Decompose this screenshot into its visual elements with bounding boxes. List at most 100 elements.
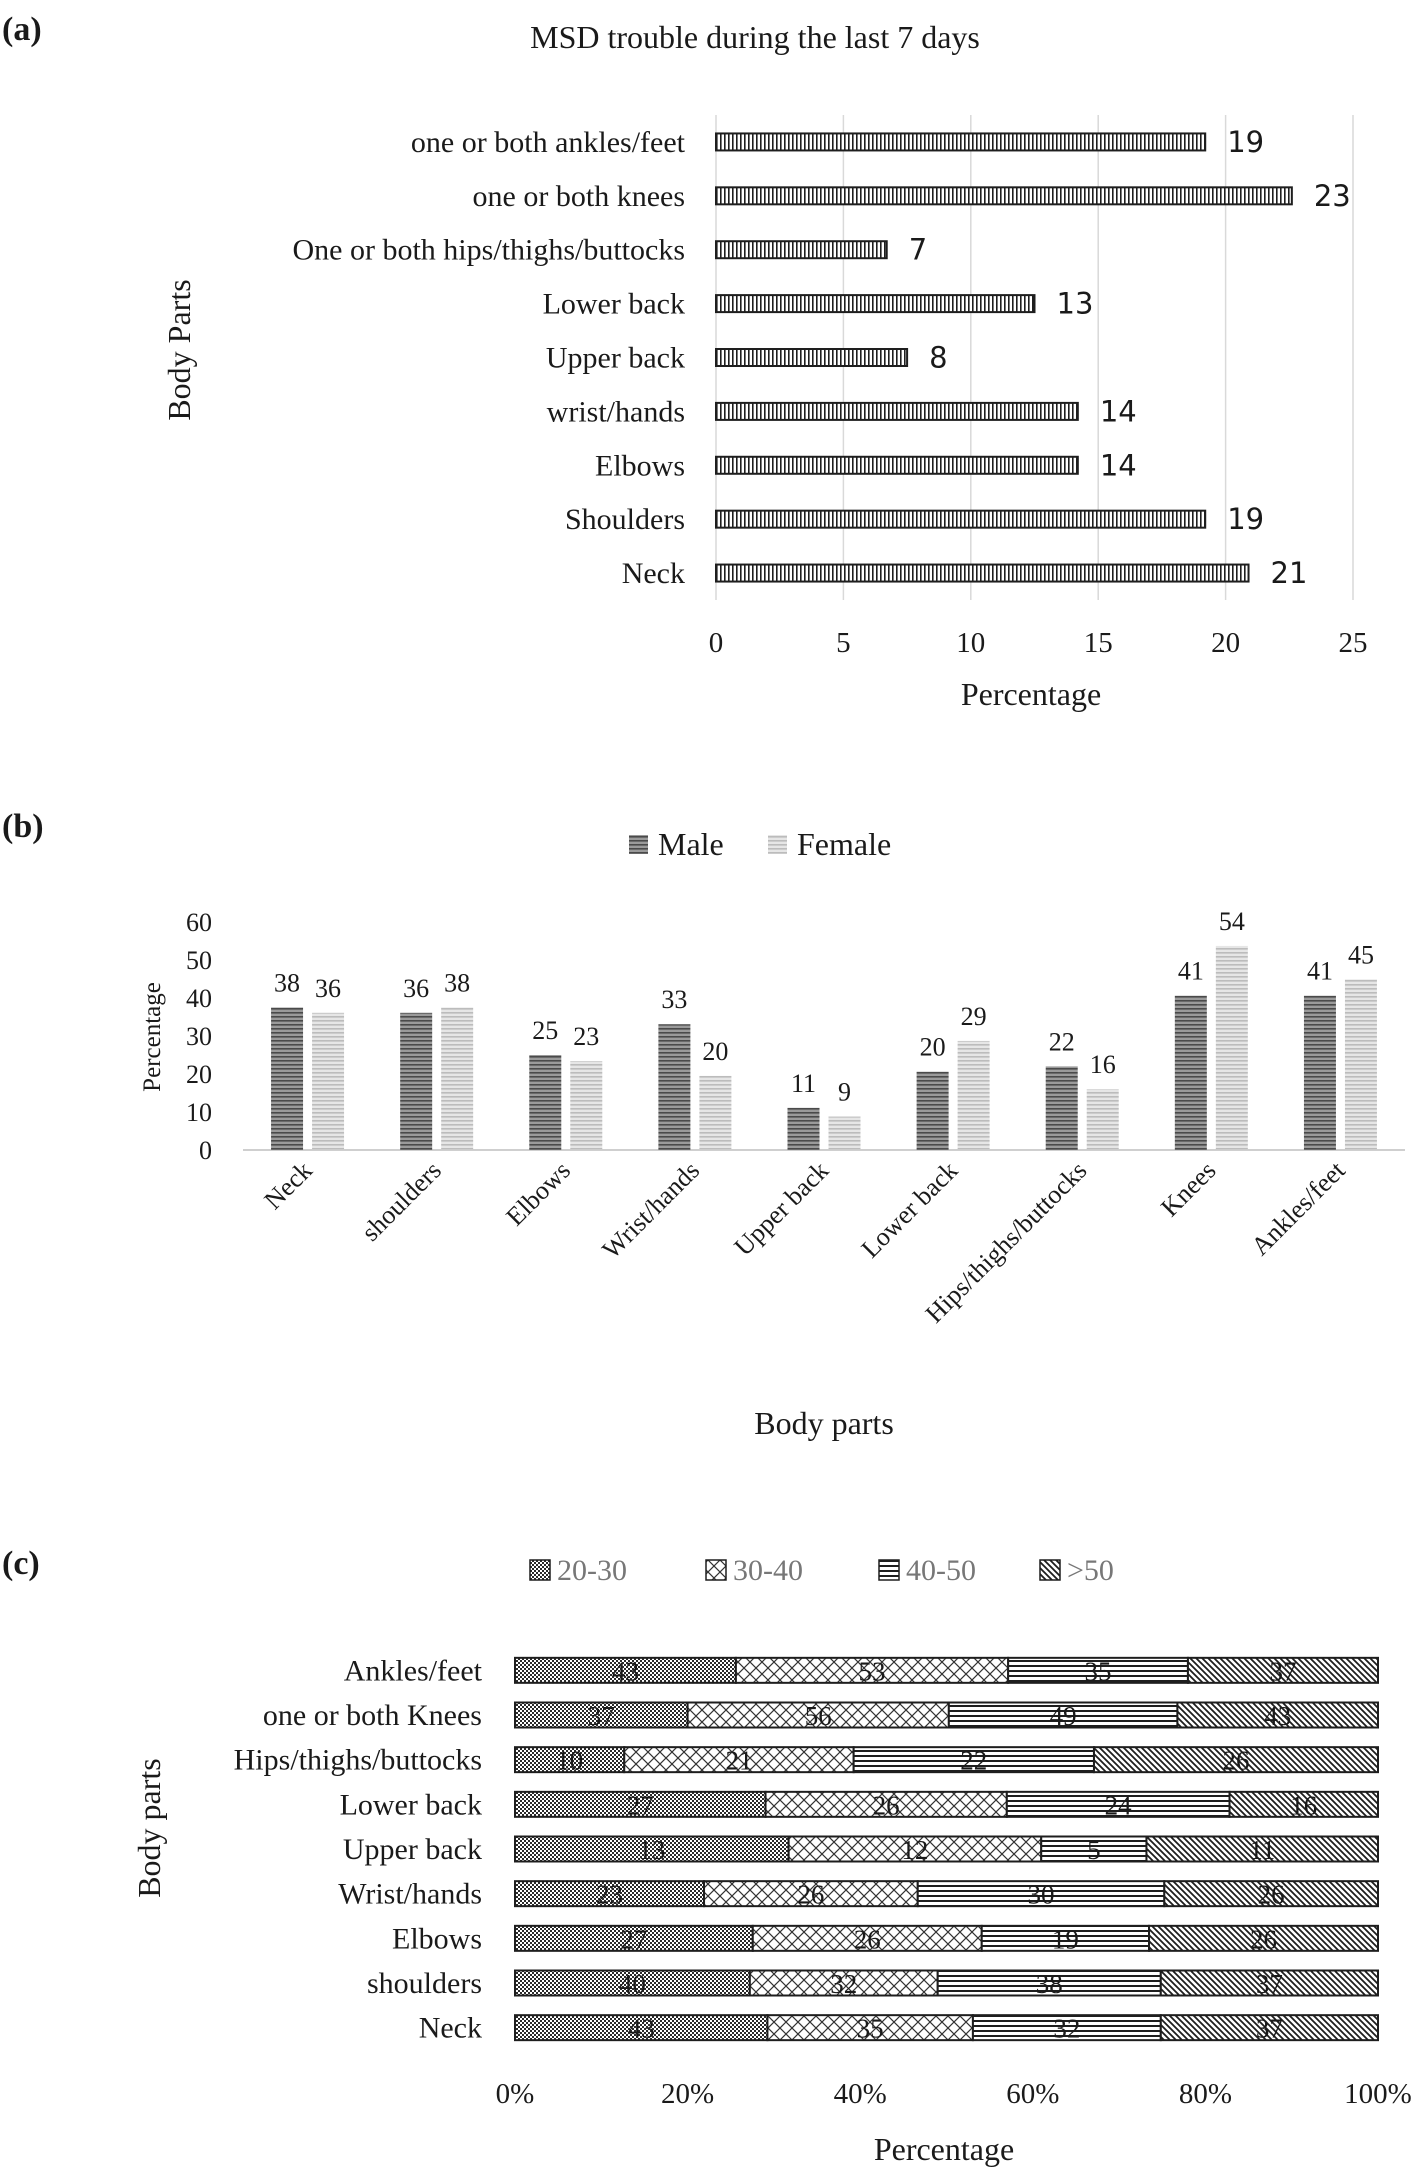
panel-a-bar [715,348,909,367]
panel-b-y-tick: 20 [186,1060,212,1089]
panel-c-category-label: shoulders [367,1967,482,2000]
panel-b-x-axis-title: Body parts [754,1405,894,1441]
panel-c-value-label: 26 [1250,1924,1277,1954]
panel-b-bar-male [787,1107,820,1150]
panel-c-value-label: 35 [857,2014,884,2044]
panel-c-value-label: 26 [1222,1746,1249,1776]
panel-c-segment-4 [1148,1924,1379,1952]
panel-b-legend-label: Male [658,826,724,862]
panel-c-value-label: 43 [1264,1701,1291,1731]
panel-c-category-label: one or both Knees [263,1699,482,1732]
panel-c-value-label: 23 [596,1880,623,1910]
panel-b-bar-female [570,1061,603,1150]
panel-c-x-tick: 100% [1344,2078,1412,2110]
panel-b-value-label: 41 [1307,957,1333,986]
panel-c-category-label: Wrist/hands [338,1878,482,1911]
panel-b-bar-male [271,1007,304,1150]
panel-c-x-tick: 60% [1006,2078,1059,2110]
panel-b-bar-male [1303,995,1336,1150]
panel-c-legend: 20-30 30-40 40-50 >50 [529,1554,1114,1587]
panel-c-x-tick: 20% [661,2078,714,2110]
panel-c-x-tick: 80% [1179,2078,1232,2110]
panel-b-label: (b) [2,808,44,845]
panel-b-bar-male [1045,1066,1078,1150]
panel-a-x-tick-labels: 0 5 10 15 20 25 [709,627,1368,659]
panel-b-value-label: 38 [274,969,300,998]
panel-c-category-label: Elbows [392,1922,482,1955]
panel-b-legend-swatch [629,835,648,854]
panel-b-category-label: Ankles/feet [1245,1155,1351,1261]
panel-a-value-label: 8 [929,341,947,375]
panel-a-x-tick: 0 [709,627,724,659]
panel-c-legend-label: >50 [1067,1554,1114,1587]
panel-a-category-label: one or both knees [473,180,685,213]
panel-c-segment-1 [514,1880,706,1908]
panel-a-value-label: 14 [1100,448,1137,482]
panel-b-bar-female [441,1007,474,1150]
panel-a-x-tick: 25 [1339,627,1368,659]
panel-c-segment-2 [764,1790,1008,1818]
panel-b-y-tick: 10 [186,1098,212,1127]
panel-a-x-axis-title: Percentage [961,676,1101,712]
panel-c-category-label: Upper back [343,1833,482,1866]
panel-c-value-label: 26 [1258,1880,1285,1910]
panel-c-value-label: 43 [612,1656,639,1686]
panel-b-bar-female [1086,1089,1119,1150]
panel-b-value-label: 41 [1178,957,1204,986]
panel-a-bar [715,509,1207,529]
panel-c-value-label: 49 [1050,1701,1077,1731]
panel-a-category-label: Lower back [543,288,685,321]
panel-c-bars [514,1656,1380,2042]
panel-c-x-tick: 0% [496,2078,535,2110]
panel-c-legend-swatch [878,1559,900,1581]
panel-b-value-label: 11 [791,1069,816,1098]
panel-c-value-label: 56 [805,1701,832,1731]
panel-b-bar-male [1174,995,1207,1150]
panel-c-category-label: Ankles/feet [344,1654,483,1687]
panel-a-bar [715,401,1079,421]
panel-a-bar [715,240,888,260]
panel-c-y-axis-title: Body parts [131,1758,167,1898]
panel-c-value-label: 38 [1036,1969,1063,1999]
panel-c-value-label: 43 [628,2014,655,2044]
panel-b-y-tick: 30 [186,1022,212,1051]
panel-b-legend-label: Female [797,826,891,862]
panel-c-value-label: 12 [901,1835,928,1865]
panel-b-bar-male [400,1012,433,1150]
panel-c-value-label: 19 [1052,1924,1079,1954]
panel-b-bar-male [916,1071,949,1150]
panel-b-category-labels: Neck shoulders Elbows Wrist/hands Upper back… [259,1155,1352,1328]
panel-c-segment-2 [686,1701,950,1729]
panel-a-value-label: 23 [1314,179,1351,213]
panel-c: (c) 20-30 30-40 40-50 >50 Body parts Percen… [2,1545,1412,2167]
panel-a-category-label: Neck [622,557,685,590]
panel-b-value-label: 22 [1049,1027,1075,1056]
panel-b-category-label: shoulders [356,1156,447,1247]
panel-c-segment-4 [1159,1969,1380,1997]
panel-c-segment-3 [916,1880,1166,1908]
panel-b-category-label: Lower back [856,1156,964,1264]
panel-a-bar [715,294,1036,314]
panel-b: (b) Male Female Percentage Body parts 0 10… [2,808,1405,1441]
panel-c-value-label: 27 [627,1790,654,1820]
panel-c-category-labels: Ankles/feet one or both Knees Hips/thighs/… [234,1654,483,2044]
panel-c-segment-3 [1005,1790,1231,1818]
panel-c-segment-3 [852,1746,1095,1774]
panel-c-value-label: 26 [797,1880,824,1910]
panel-c-value-label: 35 [1085,1656,1112,1686]
panel-c-segment-4 [1186,1656,1380,1684]
panel-c-value-label: 37 [588,1701,615,1731]
panel-c-segment-4 [1159,2014,1380,2042]
panel-a-x-tick: 10 [956,627,985,659]
panel-c-segment-3 [1007,1656,1189,1684]
panel-a-value-label: 14 [1100,394,1137,428]
panel-b-category-label: Wrist/hands [597,1156,706,1265]
panel-a-x-tick: 15 [1084,627,1113,659]
panel-a-value-label: 21 [1271,556,1308,590]
panel-c-value-label: 21 [725,1746,752,1776]
panel-c-value-label: 24 [1105,1790,1133,1820]
panel-c-value-label: 11 [1249,1835,1275,1865]
panel-c-label: (c) [2,1545,40,1582]
panel-c-value-labels: 43 53 35 37 37 56 49 43 10 21 22 26 27 26 24 16 13 12 5 11 2… [556,1656,1317,2043]
